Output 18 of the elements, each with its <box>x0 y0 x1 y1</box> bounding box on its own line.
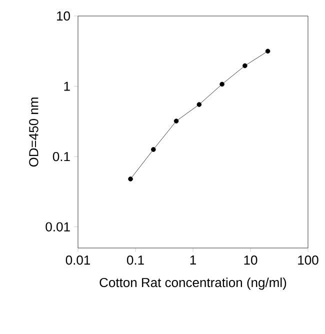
point <box>242 63 248 68</box>
x-tick-label: 0.01 <box>66 256 90 265</box>
x-tick-label: 10 <box>244 256 258 265</box>
point <box>265 48 270 54</box>
point <box>151 147 156 152</box>
y-tick-label: 0.01 <box>46 222 70 232</box>
y-tick-label: 1 <box>64 82 70 91</box>
y-tick-label: 0.1 <box>52 152 70 162</box>
x-tick-label: 1 <box>190 256 196 264</box>
x-tick-label: 0.1 <box>126 256 144 265</box>
point <box>196 102 202 107</box>
point <box>220 82 224 87</box>
point <box>128 176 133 182</box>
y-tick-label: 10 <box>57 11 70 21</box>
point <box>174 118 179 124</box>
x-tick-label: 100 <box>298 256 318 265</box>
x-axis-title: Cotton Rat concentration (ng/ml) <box>100 278 286 290</box>
y-axis-title: OD=450 nm <box>29 98 38 167</box>
